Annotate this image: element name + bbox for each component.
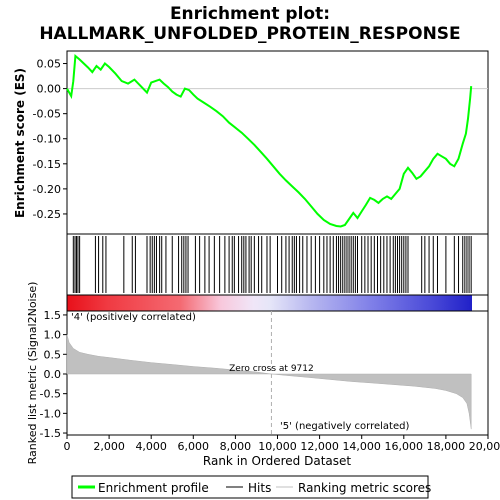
- es-tick-label: -0.20: [33, 183, 61, 196]
- x-tick-label: 10,000: [258, 440, 297, 453]
- metric-tick-label: 0.5: [44, 348, 62, 361]
- es-tick-label: -0.10: [33, 133, 61, 146]
- metric-y-axis-label: Ranked list metric (Signal2Noise): [26, 282, 39, 465]
- metric-tick-label: 1.5: [44, 309, 62, 322]
- x-tick-label: 4,000: [135, 440, 167, 453]
- es-tick-label: -0.15: [33, 158, 61, 171]
- es-tick-label: -0.05: [33, 108, 61, 121]
- x-tick-label: 18,000: [427, 440, 466, 453]
- ranking-metric-area: [66, 334, 472, 430]
- es-panel-frame: [66, 50, 489, 235]
- x-tick-label: 20,000: [469, 440, 500, 453]
- positive-correlation-label: '4' (positively correlated): [71, 312, 196, 323]
- x-axis-label: Rank in Ordered Dataset: [203, 454, 351, 468]
- metric-y-ticks: 1.5 1.0 0.5 0.0 -0.5 -1.0 -1.5: [40, 309, 67, 440]
- enrichment-profile-line: [66, 54, 473, 228]
- chart-subtitle: HALLMARK_UNFOLDED_PROTEIN_RESPONSE: [39, 24, 460, 44]
- x-tick-label: 0: [64, 440, 71, 453]
- es-y-ticks: 0.05 0.00 -0.05 -0.10 -0.15 -0.20 -0.25: [33, 58, 67, 221]
- x-tick-label: 8,000: [220, 440, 252, 453]
- x-tick-label: 12,000: [300, 440, 339, 453]
- legend-hits-label: Hits: [248, 481, 271, 495]
- chart-title: Enrichment plot:: [170, 4, 330, 24]
- negative-correlation-label: '5' (negatively correlated): [280, 421, 409, 432]
- legend-metric-label: Ranking metric scores: [298, 481, 431, 495]
- x-tick-label: 14,000: [342, 440, 381, 453]
- legend: Enrichment profile Hits Ranking metric s…: [71, 475, 431, 499]
- metric-tick-label: -1.0: [40, 407, 61, 420]
- legend-enrichment-label: Enrichment profile: [98, 481, 209, 495]
- es-y-axis-label: Enrichment score (ES): [13, 68, 27, 218]
- x-tick-label: 2,000: [93, 440, 125, 453]
- rank-color-bar: [67, 295, 472, 311]
- legend-frame: [71, 475, 429, 499]
- es-tick-label: 0.00: [37, 83, 62, 96]
- x-tick-label: 16,000: [385, 440, 424, 453]
- metric-tick-label: 0.0: [44, 368, 62, 381]
- metric-tick-label: 1.0: [44, 329, 62, 342]
- x-axis-ticks: 0 2,000 4,000 6,000 8,000 10,000 12,000 14,000 1…: [64, 435, 500, 453]
- metric-tick-label: -0.5: [40, 388, 61, 401]
- es-tick-label: -0.25: [33, 208, 61, 221]
- zero-cross-label: Zero cross at 9712: [229, 364, 314, 374]
- metric-tick-label: -1.5: [40, 427, 61, 440]
- x-tick-label: 6,000: [178, 440, 210, 453]
- hit-markers: [72, 236, 472, 293]
- es-tick-label: 0.05: [37, 58, 62, 71]
